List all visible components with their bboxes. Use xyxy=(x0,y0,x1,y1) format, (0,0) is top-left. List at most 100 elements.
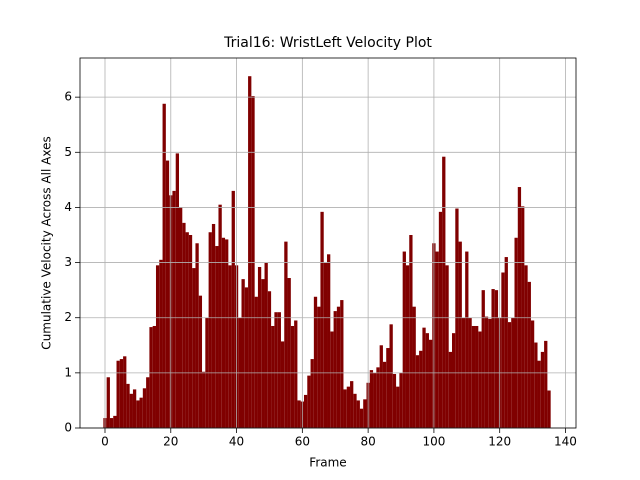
bar xyxy=(442,156,446,428)
bar xyxy=(277,312,281,428)
bar xyxy=(346,386,351,428)
bar xyxy=(494,290,499,428)
x-axis-label: Frame xyxy=(309,456,346,470)
bar xyxy=(146,377,150,428)
bar xyxy=(507,322,512,428)
bar xyxy=(428,339,433,428)
bar xyxy=(165,160,170,428)
bar xyxy=(284,241,288,428)
bar xyxy=(192,268,196,428)
y-tick-label: 5 xyxy=(64,145,72,159)
bar xyxy=(254,296,258,428)
bar xyxy=(175,153,180,428)
bar xyxy=(287,278,291,428)
bar xyxy=(294,320,298,428)
bar xyxy=(359,408,364,428)
bar xyxy=(376,367,380,428)
x-tick-label: 40 xyxy=(229,435,244,449)
bar xyxy=(280,341,285,428)
bar xyxy=(218,204,222,428)
bar xyxy=(119,359,124,428)
bar xyxy=(386,348,390,428)
bar xyxy=(211,223,216,428)
bar xyxy=(415,355,420,428)
bar xyxy=(202,371,206,428)
bar xyxy=(389,324,393,428)
bar xyxy=(330,331,334,428)
bar xyxy=(139,397,143,428)
bar xyxy=(481,290,485,428)
bar xyxy=(159,259,163,428)
bar xyxy=(274,312,278,428)
bar xyxy=(353,393,357,428)
bar xyxy=(392,373,397,428)
bar xyxy=(123,356,127,428)
bar xyxy=(241,279,245,428)
bar xyxy=(547,390,551,428)
bar xyxy=(435,251,439,428)
bar xyxy=(517,187,522,428)
bar xyxy=(419,350,423,428)
bar xyxy=(221,237,226,428)
bar xyxy=(540,351,545,428)
bar xyxy=(402,251,406,428)
bar xyxy=(313,296,318,428)
bar xyxy=(323,262,328,428)
bar xyxy=(405,265,410,428)
bar xyxy=(458,241,462,428)
bar xyxy=(350,381,354,428)
bar xyxy=(215,246,219,428)
bar xyxy=(448,351,452,428)
bar xyxy=(530,320,535,428)
bar xyxy=(307,375,311,428)
bar xyxy=(399,372,403,428)
bar xyxy=(340,300,344,428)
bar xyxy=(478,331,482,428)
bar xyxy=(267,291,272,428)
bar xyxy=(373,372,377,428)
bar xyxy=(126,383,130,428)
bar xyxy=(356,400,360,428)
bar xyxy=(172,190,176,428)
y-tick-label: 3 xyxy=(64,255,72,269)
y-axis-label: Cumulative Velocity Across All Axes xyxy=(40,136,54,349)
x-tick-label: 140 xyxy=(554,435,577,449)
bar xyxy=(412,306,416,428)
bar xyxy=(244,287,249,428)
bar xyxy=(484,316,489,428)
bar xyxy=(521,206,525,428)
x-tick-label: 120 xyxy=(488,435,511,449)
bar xyxy=(198,295,203,428)
bar xyxy=(524,265,528,428)
bar xyxy=(182,222,186,428)
bar xyxy=(409,235,413,428)
bar xyxy=(297,400,301,428)
bar xyxy=(425,333,429,428)
bar xyxy=(261,279,265,428)
bar xyxy=(195,243,199,428)
bar xyxy=(271,325,275,428)
bar xyxy=(185,232,189,428)
bar xyxy=(188,235,193,428)
bar xyxy=(333,311,337,428)
bar xyxy=(544,340,548,428)
x-tick-label: 20 xyxy=(163,435,178,449)
bar xyxy=(264,262,268,428)
bar xyxy=(445,265,449,428)
bar xyxy=(310,359,314,428)
bar xyxy=(488,318,492,428)
bar xyxy=(132,389,137,428)
bar xyxy=(534,342,538,428)
bar xyxy=(162,103,166,428)
bar xyxy=(438,211,443,428)
bar xyxy=(248,76,252,429)
x-tick-label: 100 xyxy=(422,435,445,449)
bar xyxy=(369,370,374,428)
bar xyxy=(471,325,476,428)
bar xyxy=(422,327,426,428)
bar xyxy=(363,399,367,428)
bar xyxy=(336,306,341,428)
bar xyxy=(452,333,456,428)
bar xyxy=(465,251,469,428)
